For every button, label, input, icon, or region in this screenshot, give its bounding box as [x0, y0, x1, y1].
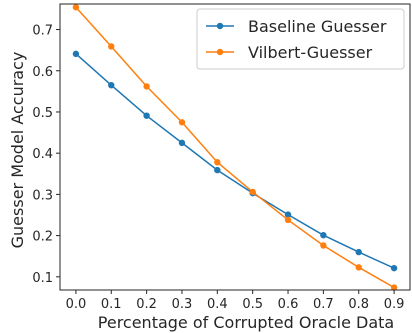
- x-axis-label: Percentage of Corrupted Oracle Data: [98, 313, 394, 332]
- series-line-1: [75, 53, 395, 269]
- x-tick-label: 0.2: [136, 297, 157, 312]
- series-1-point: [284, 211, 292, 218]
- x-tick-label: 0.1: [101, 297, 122, 312]
- series-2-point: [355, 264, 362, 271]
- x-tick-label: 0.6: [278, 297, 299, 312]
- y-tick-label: 0.5: [32, 106, 53, 121]
- series-1-point: [108, 81, 115, 89]
- x-tick-label: 0.5: [242, 297, 263, 312]
- x-tick-label: 0.7: [313, 297, 334, 312]
- y-tick-label: 0.1: [32, 271, 53, 286]
- y-tick-label: 0.6: [32, 65, 53, 80]
- series-line-2: [75, 6, 395, 289]
- plot-area: [72, 4, 398, 291]
- series-2-point: [249, 188, 256, 196]
- x-tick-label: 0.4: [207, 297, 228, 312]
- series-1-point: [320, 231, 327, 239]
- series-2-point: [284, 216, 292, 224]
- legend-swatch-marker: [216, 22, 224, 30]
- y-tick-label: 0.7: [32, 24, 53, 39]
- y-tick-label: 0.4: [32, 147, 53, 162]
- series-1-point: [214, 166, 221, 174]
- y-axis-label: Guesser Model Accuracy: [8, 52, 27, 249]
- series-1-point: [72, 50, 80, 58]
- series-2-point: [143, 83, 150, 90]
- legend-label: Vilbert-Guesser: [248, 43, 373, 62]
- x-tick-label: 0.9: [384, 297, 405, 312]
- series-2-point: [214, 159, 221, 166]
- series-2-point: [108, 43, 115, 50]
- series-1-point: [390, 264, 398, 272]
- plot-frame: [59, 3, 411, 291]
- y-tick-label: 0.3: [32, 188, 53, 203]
- legend: Baseline Guesser Vilbert-Guesser: [196, 8, 405, 70]
- legend-swatch-marker: [216, 48, 224, 56]
- x-tick-label: 0.8: [348, 297, 369, 312]
- series-2-point: [390, 284, 398, 291]
- legend-box: [196, 8, 405, 70]
- axes: 0.0 0.1 0.2 0.3 0.4 0.5 0.6 0.7 0.8 0.9 0.1 0.2 0.3 0…: [32, 3, 411, 312]
- y-tick-label: 0.2: [32, 230, 53, 245]
- series-2-point: [178, 119, 186, 126]
- series-1-point: [355, 248, 362, 256]
- legend-label: Baseline Guesser: [248, 17, 387, 36]
- series-1-point: [178, 139, 186, 147]
- series-1-point: [143, 112, 150, 119]
- series-2-point: [72, 4, 80, 11]
- x-tick-label: 0.0: [66, 297, 87, 312]
- x-tick-label: 0.3: [172, 297, 193, 312]
- series-2-point: [320, 242, 327, 249]
